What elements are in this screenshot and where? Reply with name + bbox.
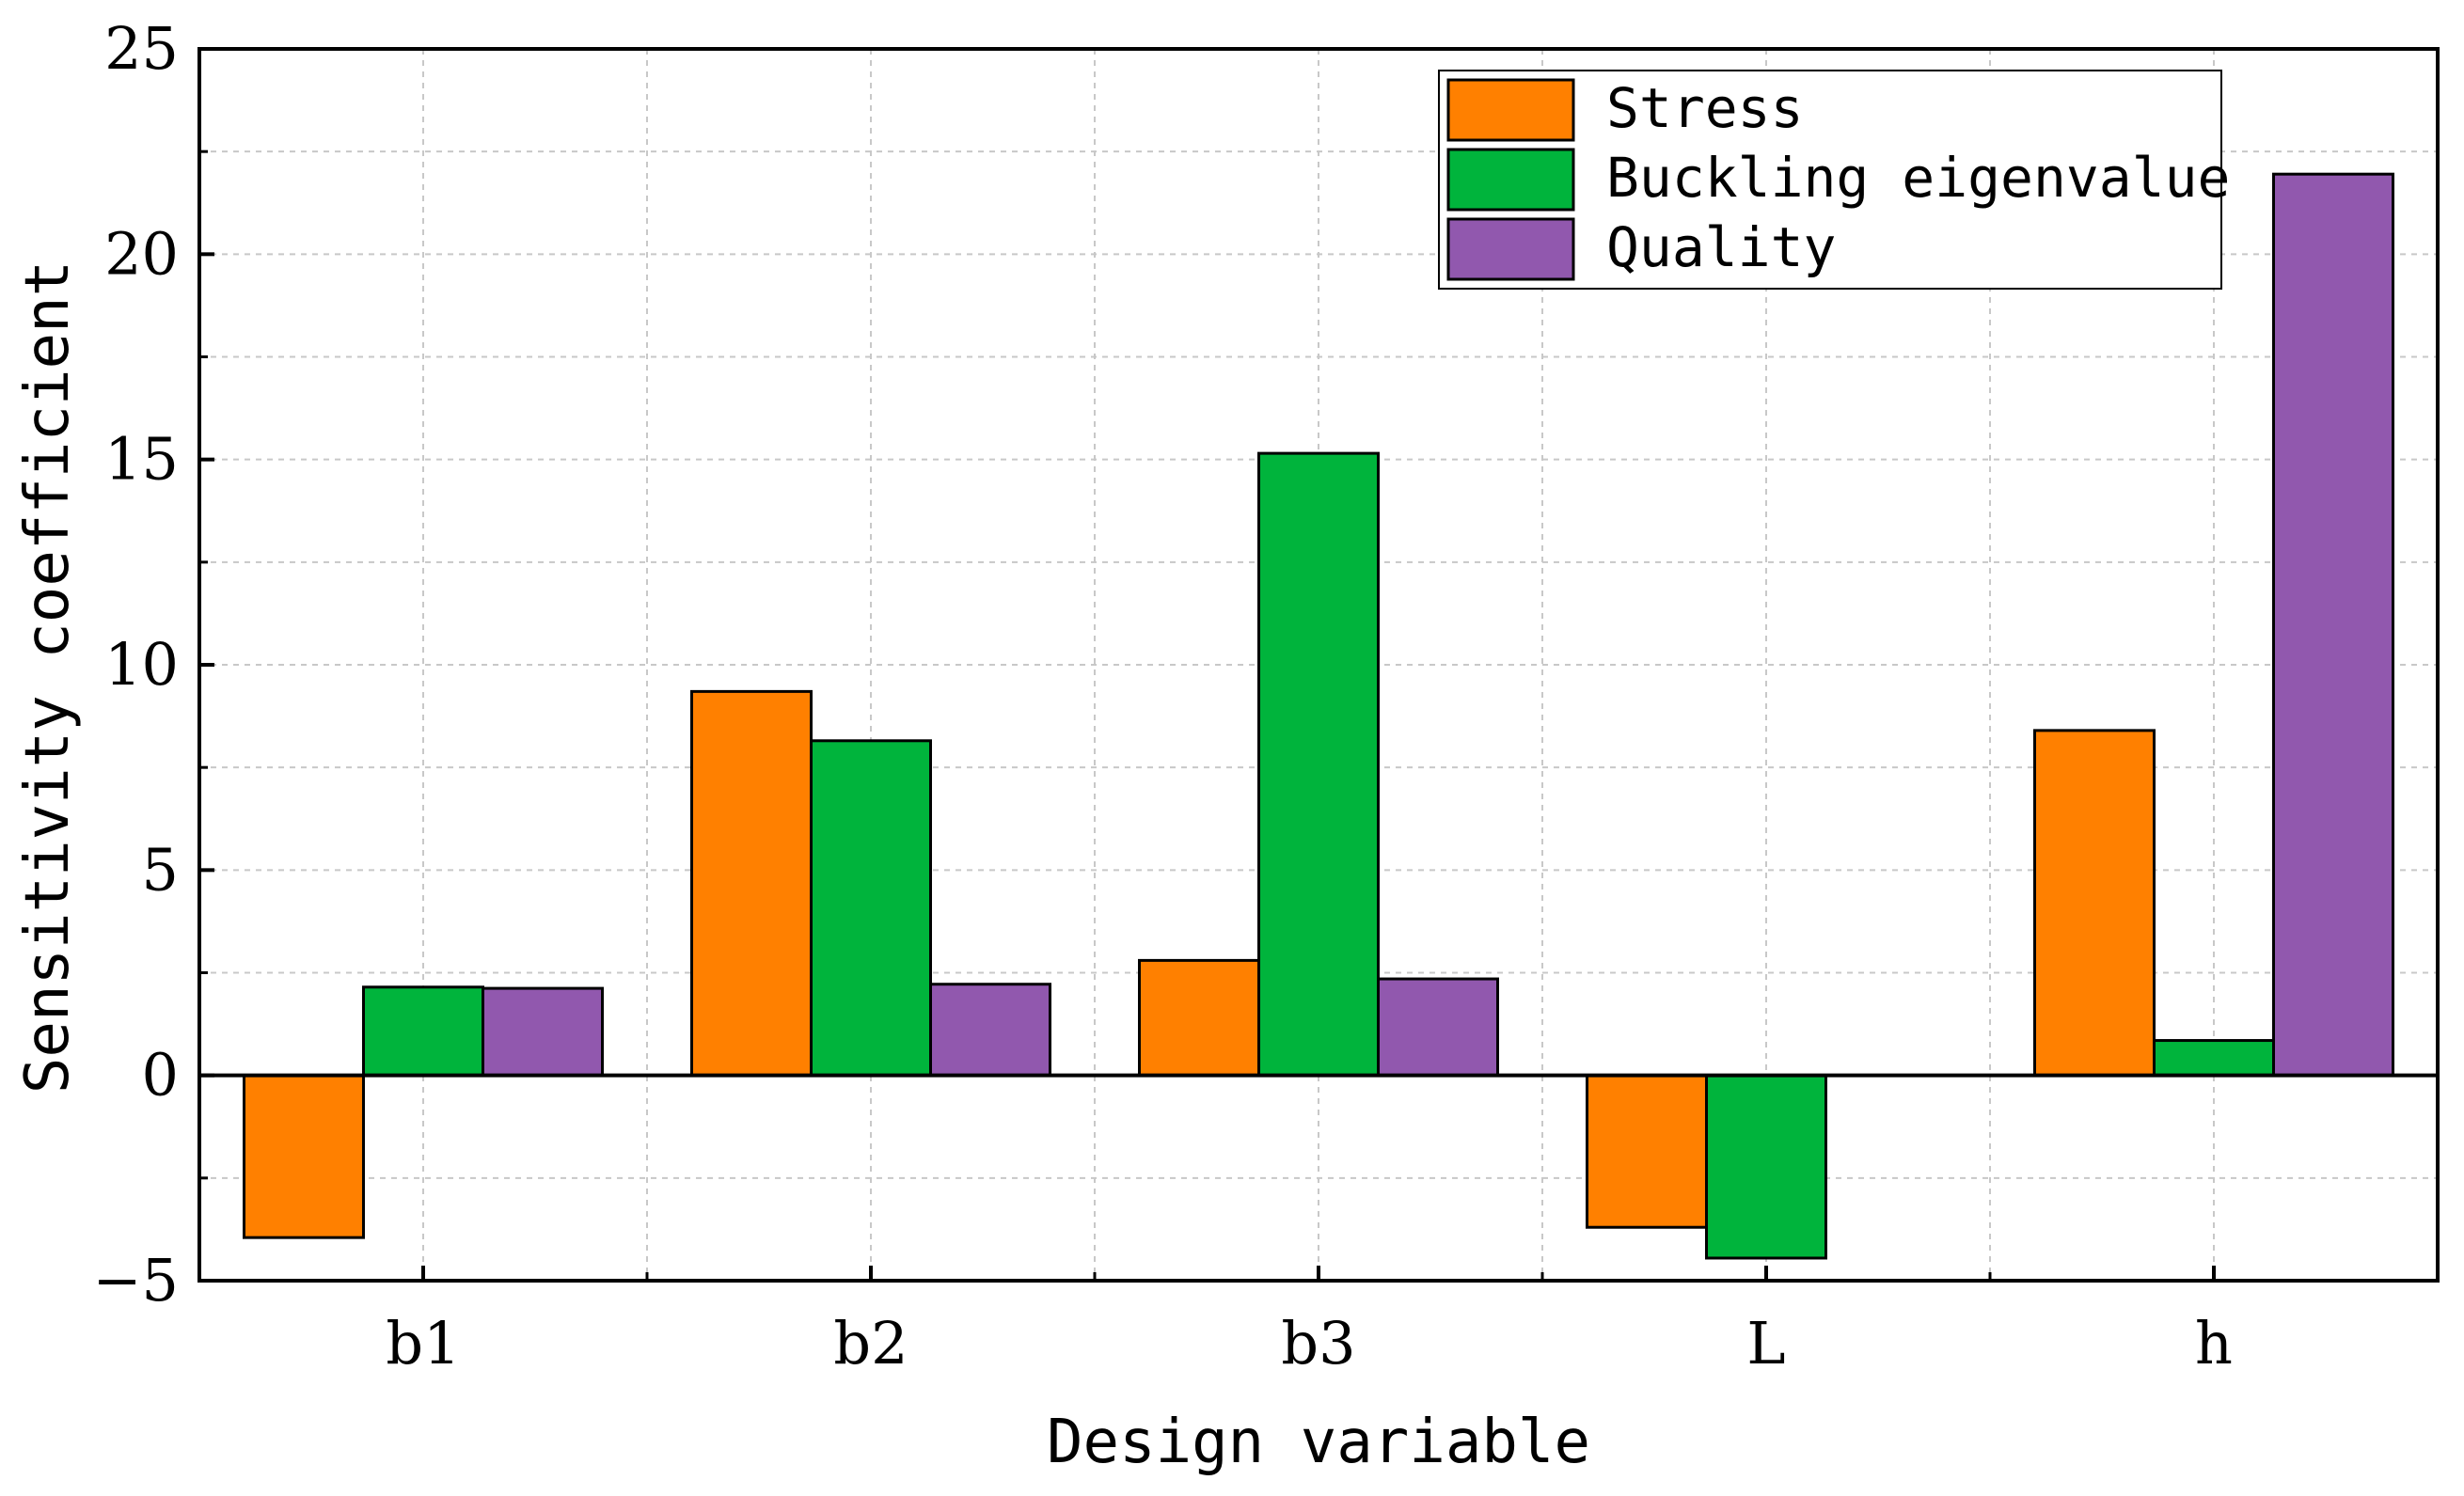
legend-swatch-buckling-eigenvalue xyxy=(1446,148,1575,212)
bar-stress-h xyxy=(2033,729,2156,1078)
bar-quality-b1 xyxy=(482,986,604,1078)
bar-quality-b3 xyxy=(1377,977,1499,1078)
y-tick-label: −5 xyxy=(93,1246,179,1315)
legend-swatch-stress xyxy=(1446,78,1575,142)
bar-buckling-eigenvalue-b1 xyxy=(362,985,484,1078)
x-axis-title: Design variable xyxy=(1047,1408,1590,1477)
legend-swatch-quality xyxy=(1446,217,1575,281)
x-tick-label-b2: b2 xyxy=(833,1309,908,1378)
y-tick-label: 5 xyxy=(142,835,179,904)
bar-buckling-eigenvalue-b2 xyxy=(810,739,932,1078)
y-tick-label: 0 xyxy=(142,1041,179,1110)
y-tick-label: 10 xyxy=(104,630,179,699)
bar-quality-b2 xyxy=(929,983,1051,1078)
bar-buckling-eigenvalue-b3 xyxy=(1257,451,1380,1078)
legend-label-buckling-eigenvalue: Buckling eigenvalue xyxy=(1606,146,2230,210)
bar-stress-b2 xyxy=(690,689,813,1078)
y-tick-label: 20 xyxy=(104,219,179,288)
bar-stress-b3 xyxy=(1138,958,1260,1078)
bar-buckling-eigenvalue-h xyxy=(2153,1039,2275,1078)
bars-layer xyxy=(243,172,2394,1260)
y-tick-label: 25 xyxy=(104,14,179,83)
x-tick-label-b3: b3 xyxy=(1281,1309,1355,1378)
x-tick-label-b1: b1 xyxy=(386,1309,460,1378)
x-tick-label-L: L xyxy=(1746,1309,1785,1378)
bar-stress-b1 xyxy=(243,1074,365,1239)
x-tick-label-h: h xyxy=(2195,1309,2233,1378)
y-tick-label: 15 xyxy=(104,425,179,494)
bar-stress-L xyxy=(1586,1074,1708,1229)
legend-label-quality: Quality xyxy=(1606,215,1836,279)
legend-label-stress: Stress xyxy=(1606,76,1804,140)
y-axis-title: Sensitivity coefficient xyxy=(13,260,83,1094)
bar-buckling-eigenvalue-L xyxy=(1705,1074,1827,1260)
bar-quality-h xyxy=(2272,172,2394,1078)
